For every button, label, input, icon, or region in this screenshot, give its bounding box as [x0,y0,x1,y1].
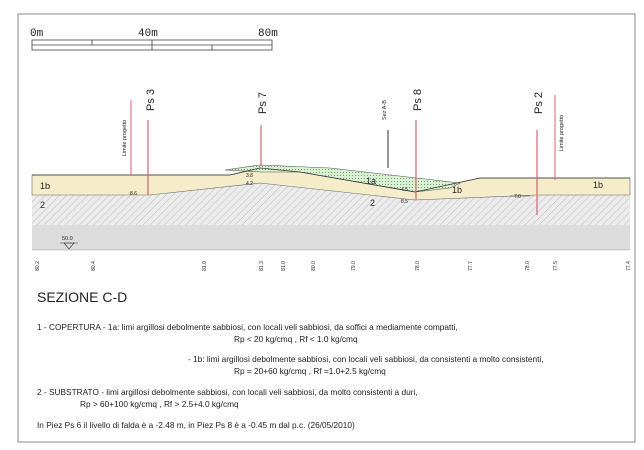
scale-label: 0m [30,28,44,40]
layer-label: 1b [40,181,50,191]
layer-label: 2 [40,200,45,210]
layer-label: 1b [593,180,603,190]
elevation-label: 81.3 [259,261,265,271]
datum-label: 50.0 [62,236,73,242]
depth-label: 8.6 [130,191,137,197]
depth-label: 3.8 [246,173,253,179]
legend-line: Rp = 20+60 kg/cmq , Rf =1.0+2.5 kg/cmq [234,366,386,376]
depth-label: 4.2 [246,181,253,187]
elevation-label: 80.2 [35,261,41,271]
drawing: 0m 40m 80m Limite progetto Ps 3 Ps 7 Sez… [0,0,644,445]
section-ref: Sez A-B [382,100,388,120]
layer-label: 1b [452,185,462,195]
elevation-label: 77.7 [468,261,474,271]
legend-line: Rp < 20 kg/cmq , Rf < 1.0 kg/cmq [234,334,358,344]
legend-line: 1 - COPERTURA - 1a: limi argillosi debol… [37,322,458,332]
elevation-label: 81.0 [281,261,287,271]
layer-label: 1a [366,176,376,186]
probe-label: Ps 3 [145,89,157,111]
probe-label: Ps 7 [257,92,269,114]
elevation-label: 79.0 [351,261,357,271]
elevation-label: 80.4 [91,261,97,271]
elevation-label: 77.4 [626,261,632,271]
scale-label: 80m [258,28,278,40]
elevation-label: 78.0 [525,261,531,271]
probe-label: Ps 8 [412,89,424,111]
limit-label: Limite progetto [122,120,128,156]
scale-label: 40m [138,28,158,40]
elevation-label: 78.0 [415,261,421,271]
depth-label: 4.5 [401,187,408,193]
elevation-label: 77.5 [553,261,559,271]
legend-line: In Piez Ps 6 il livello di falda è a -2.… [37,420,355,430]
elevation-label: 80.0 [311,261,317,271]
limit-label: Limite progetto [559,115,565,151]
probe-label: Ps 2 [533,92,545,114]
elevation-label: 81.0 [202,261,208,271]
depth-label: 7.0 [514,194,521,200]
depth-label: 8.5 [401,199,408,205]
layer-label: 2 [370,198,375,208]
page: {"scale_bar": {"labels": ["0m", "40m", "… [0,0,644,445]
legend-line: - 1b: limi argillosi debolmente sabbiosi… [188,354,544,364]
legend-title: SEZIONE C-D [37,289,127,305]
legend-line: Rp > 60+100 kg/cmq , Rf > 2.5+4.0 kg/cmq [80,399,239,409]
legend-line: 2 - SUBSTRATO - limi argillosi debolment… [37,387,418,397]
